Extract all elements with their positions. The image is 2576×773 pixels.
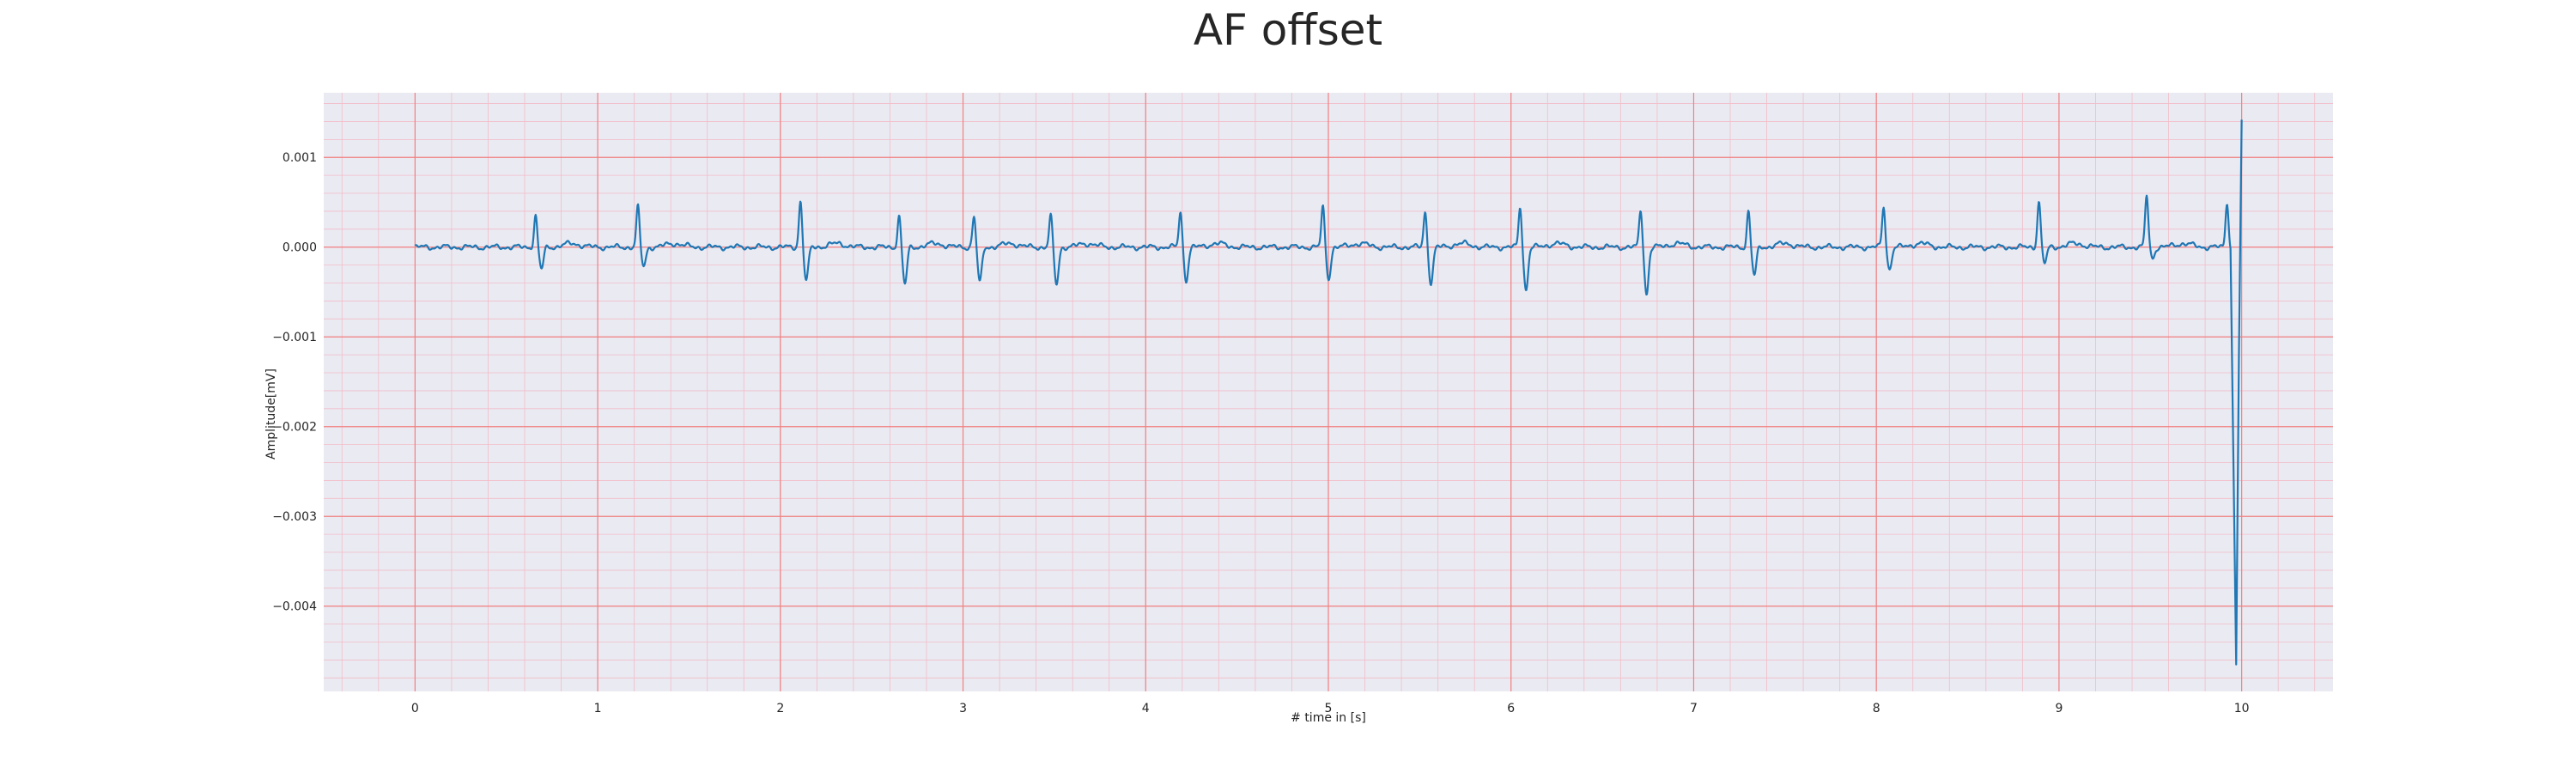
y-axis-label: Amplitude[mV]	[264, 368, 278, 460]
x-tick-label: 10	[2234, 702, 2250, 715]
chart-title: AF offset	[1194, 5, 1382, 55]
x-tick-label: 6	[1507, 702, 1515, 715]
y-tick-label: 0.001	[283, 151, 317, 165]
x-tick-label: 7	[1690, 702, 1698, 715]
x-tick-label: 5	[1325, 702, 1333, 715]
y-tick-label: −0.003	[272, 510, 317, 524]
x-tick-label: 1	[594, 702, 602, 715]
x-tick-labels: 0 1 2 3 4 5 6 7 8 9 10	[411, 702, 2250, 715]
y-tick-label: −0.002	[272, 421, 317, 435]
x-axis-label: # time in [s]	[1291, 711, 1366, 725]
x-tick-label: 9	[2055, 702, 2063, 715]
x-tick-label: 8	[1873, 702, 1880, 715]
y-tick-label: −0.004	[272, 600, 317, 614]
major-grid	[324, 93, 2333, 691]
x-tick-label: 0	[411, 702, 419, 715]
x-tick-label: 4	[1142, 702, 1150, 715]
x-tick-label: 2	[776, 702, 784, 715]
y-tick-labels: 0.001 0.000 −0.001 −0.002 −0.003 −0.004	[272, 151, 317, 613]
y-tick-label: −0.001	[272, 331, 317, 344]
x-tick-label: 3	[959, 702, 967, 715]
y-tick-label: 0.000	[283, 241, 317, 255]
series-line	[414, 119, 2243, 666]
